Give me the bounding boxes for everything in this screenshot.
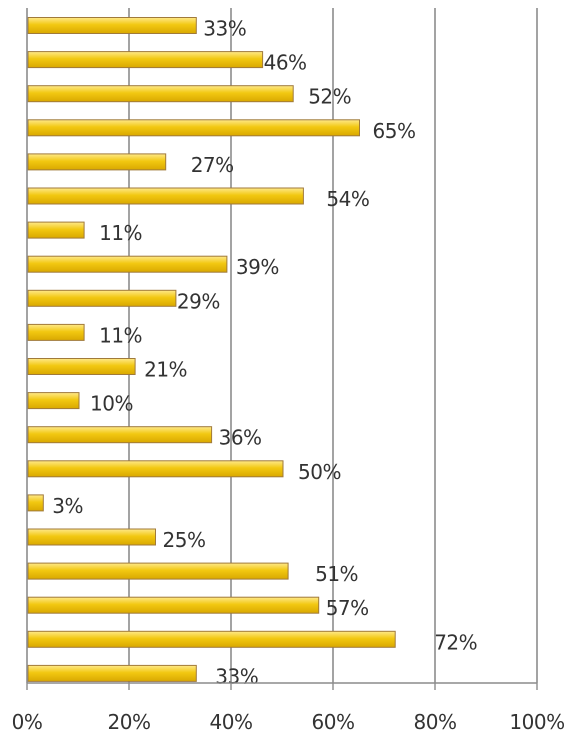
data-label-15: 3%: [52, 494, 83, 518]
data-label-19: 72%: [434, 630, 477, 654]
bar-16: [27, 528, 156, 546]
bar-19: [27, 630, 396, 648]
bar-15: [27, 494, 44, 512]
data-label-12: 10%: [90, 392, 133, 416]
bars: [27, 17, 396, 682]
bar-1: [27, 17, 197, 34]
bar-14: [27, 460, 284, 478]
x-tick-label-100: 100%: [509, 710, 564, 734]
data-label-5: 27%: [191, 153, 234, 177]
data-label-20: 33%: [215, 664, 258, 688]
bar-7: [27, 221, 85, 239]
data-label-3: 52%: [308, 85, 351, 109]
bar-11: [27, 358, 136, 375]
bar-18: [27, 596, 320, 614]
bar-4: [27, 119, 360, 137]
data-label-17: 51%: [315, 562, 358, 586]
bar-6: [27, 187, 304, 205]
data-label-4: 65%: [373, 119, 416, 143]
x-tick-label-60: 60%: [312, 710, 355, 734]
data-label-10: 11%: [99, 323, 142, 347]
data-label-14: 50%: [298, 460, 341, 484]
bar-5: [27, 153, 167, 171]
bar-13: [27, 426, 213, 444]
x-tick-label-80: 80%: [414, 710, 457, 734]
data-label-1: 33%: [203, 17, 246, 41]
data-label-16: 25%: [163, 528, 206, 552]
data-label-8: 39%: [236, 255, 279, 279]
bar-9: [27, 289, 177, 307]
bar-17: [27, 562, 289, 580]
data-label-11: 21%: [144, 358, 187, 382]
data-labels: 33%46%52%65%27%54%11%39%29%11%21%10%36%5…: [52, 17, 477, 689]
data-label-6: 54%: [326, 187, 369, 211]
bar-3: [27, 85, 294, 103]
x-tick-label-0: 0%: [12, 710, 43, 734]
bar-8: [27, 255, 228, 273]
x-tick-label-40: 40%: [210, 710, 253, 734]
data-label-7: 11%: [99, 221, 142, 245]
data-label-9: 29%: [177, 289, 220, 313]
data-label-2: 46%: [264, 51, 307, 75]
x-axis: 0% 20% 40% 60% 80% 100%: [12, 8, 565, 734]
bar-10: [27, 323, 85, 341]
bar-12: [27, 392, 80, 410]
bar-20: [27, 664, 197, 682]
bar-2: [27, 51, 264, 69]
x-tick-label-20: 20%: [108, 710, 151, 734]
data-label-18: 57%: [326, 596, 369, 620]
data-label-13: 36%: [219, 426, 262, 450]
